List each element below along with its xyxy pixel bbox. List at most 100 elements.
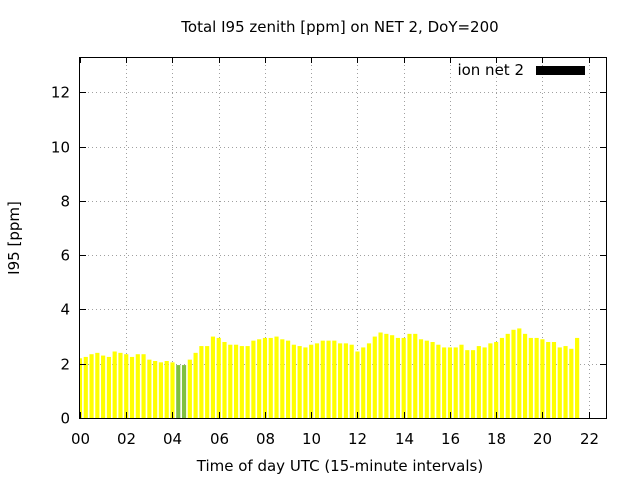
legend-label: ion net 2: [457, 61, 524, 79]
x-tick-label: 22: [580, 430, 599, 448]
bar: [430, 342, 435, 418]
bar: [459, 344, 464, 418]
x-tick-label: 18: [487, 430, 506, 448]
chart-title: Total I95 zenith [ppm] on NET 2, DoY=200: [180, 18, 498, 36]
bar: [101, 355, 106, 418]
y-axis-label: I95 [ppm]: [5, 201, 23, 275]
bar: [418, 339, 424, 418]
bar: [366, 343, 372, 418]
bar: [83, 356, 88, 418]
bar: [228, 344, 233, 418]
bar: [378, 332, 383, 418]
bar: [135, 354, 140, 418]
bar: [158, 362, 164, 418]
bar: [442, 347, 447, 418]
bar: [80, 358, 83, 418]
bar: [551, 342, 557, 418]
bar: [233, 344, 239, 418]
bar: [320, 340, 325, 418]
bar: [170, 362, 175, 418]
bar: [124, 354, 129, 418]
y-tick-label: 12: [51, 84, 70, 102]
bar: [517, 328, 522, 418]
bar: [505, 333, 510, 418]
bar: [262, 337, 268, 418]
bar: [482, 347, 487, 418]
bar: [343, 343, 348, 418]
x-tick-labels: 00 02 04 06 08 10 12 14 16 18 20 22: [71, 430, 599, 448]
bar: [511, 329, 516, 418]
y-tick-label: 2: [60, 356, 70, 374]
bar: [326, 340, 331, 418]
bar: [274, 336, 279, 418]
bar: [245, 346, 250, 418]
bar: [187, 359, 192, 418]
bar: [291, 344, 296, 418]
bar: [193, 352, 198, 418]
bar: [470, 350, 476, 418]
bars-group: [80, 328, 580, 418]
legend: ion net 2: [457, 61, 585, 79]
x-tick-label: 08: [256, 430, 275, 448]
legend-swatch: [536, 66, 585, 75]
bar: [216, 337, 221, 418]
bar: [297, 346, 302, 418]
bar: [540, 339, 545, 418]
bar: [181, 365, 187, 418]
bar: [522, 333, 528, 418]
bar: [563, 346, 568, 418]
bar: [210, 336, 216, 418]
bar: [401, 337, 406, 418]
bar: [153, 361, 158, 418]
bar: [546, 342, 551, 418]
y-tick-label: 6: [60, 247, 70, 265]
bar: [205, 346, 210, 418]
x-tick-label: 12: [348, 430, 367, 448]
bar: [268, 337, 273, 418]
bar: [557, 347, 562, 418]
bar: [528, 337, 533, 418]
bar: [251, 340, 256, 418]
bar: [112, 351, 117, 418]
bar: [395, 337, 400, 418]
x-tick-label: 00: [71, 430, 90, 448]
bar: [465, 350, 470, 418]
bar: [239, 346, 244, 418]
bar: [338, 343, 343, 418]
bar: [575, 337, 580, 418]
y-tick-label: 10: [51, 139, 70, 157]
bar: [106, 356, 111, 418]
y-tick-labels: 0 2 4 6 8 10 12: [51, 84, 70, 428]
bar: [309, 344, 314, 418]
y-tick-label: 8: [60, 193, 70, 211]
bar: [413, 333, 418, 418]
bar: [303, 347, 308, 418]
x-tick-label: 20: [533, 430, 552, 448]
bar: [118, 352, 123, 418]
bar: [355, 351, 360, 418]
x-axis-label: Time of day UTC (15-minute intervals): [196, 457, 483, 475]
bar: [453, 347, 458, 418]
bar: [447, 347, 453, 418]
bar: [95, 352, 100, 418]
bar: [280, 339, 285, 418]
x-tick-label: 10: [302, 430, 321, 448]
x-tick-label: 06: [210, 430, 229, 448]
bar: [176, 365, 181, 418]
bar: [141, 354, 146, 418]
x-tick-label: 02: [117, 430, 136, 448]
bar: [499, 337, 505, 418]
bar: [332, 340, 337, 418]
bar: [314, 343, 320, 418]
bar: [222, 342, 227, 418]
bar: [569, 348, 574, 418]
bar: [147, 359, 152, 418]
bar: [257, 339, 262, 418]
bar: [199, 346, 204, 418]
y-tick-label: 4: [60, 301, 70, 319]
bar: [89, 354, 94, 418]
x-tick-label: 14: [395, 430, 414, 448]
bar: [476, 346, 481, 418]
bar: [384, 333, 389, 418]
